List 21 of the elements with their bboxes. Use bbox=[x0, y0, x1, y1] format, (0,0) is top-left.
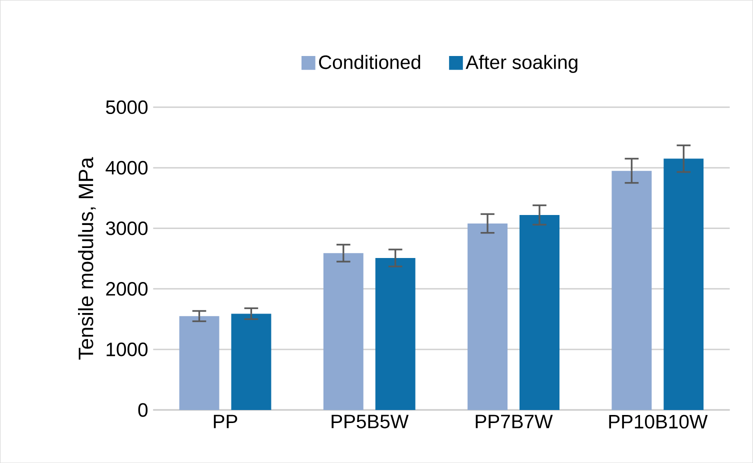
y-tick-label: 0 bbox=[138, 403, 148, 417]
bar bbox=[664, 158, 704, 410]
y-tick-label: 4000 bbox=[106, 160, 148, 175]
y-tick-label: 2000 bbox=[106, 282, 148, 296]
x-tick-label: PP bbox=[214, 414, 238, 428]
bar bbox=[323, 253, 364, 410]
bar bbox=[231, 314, 272, 410]
x-tick-label: PP5B5W bbox=[332, 414, 409, 428]
y-tick-label: 1000 bbox=[106, 342, 148, 356]
bar bbox=[375, 258, 416, 410]
y-axis-title: Tensile modulus, MPa bbox=[78, 157, 96, 360]
y-tick-label: 3000 bbox=[106, 221, 148, 236]
bar bbox=[612, 170, 652, 410]
x-tick-label: PP7B7W bbox=[476, 414, 553, 428]
bar bbox=[179, 316, 220, 410]
bar bbox=[468, 223, 508, 410]
y-tick-label: 5000 bbox=[106, 100, 148, 114]
bar bbox=[520, 214, 560, 410]
legend-label: Conditioned bbox=[319, 54, 420, 70]
x-tick-label: PP10B10W bbox=[609, 414, 708, 428]
legend-label: After soaking bbox=[466, 54, 578, 73]
